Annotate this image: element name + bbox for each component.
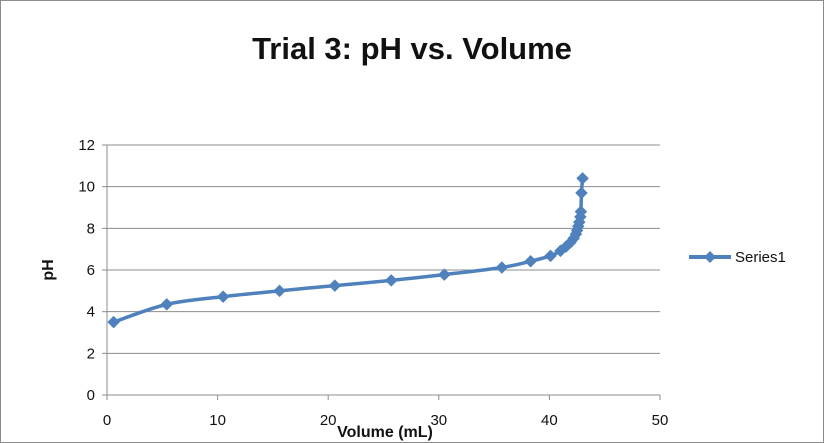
legend-label: Series1 (735, 249, 786, 266)
x-tick-label: 0 (103, 412, 111, 429)
axes (102, 144, 661, 400)
y-tick-label: 6 (87, 262, 95, 279)
series-line-Series1 (111, 176, 585, 324)
y-axis-title: pH (40, 259, 57, 280)
y-tick-label: 10 (78, 179, 95, 196)
data-point-8 (524, 254, 537, 268)
x-axis-title: Volume (mL) (337, 424, 433, 441)
series-layer (107, 171, 589, 329)
x-tick-label: 40 (541, 412, 558, 429)
y-tick-label: 12 (78, 137, 95, 154)
data-point-1 (160, 298, 174, 311)
y-tick-label: 4 (87, 304, 95, 321)
x-tick-label: 20 (320, 412, 337, 429)
grid-lines (107, 144, 660, 354)
data-point-9 (544, 249, 557, 263)
data-point-19 (574, 205, 588, 219)
legend-diamond-marker (704, 251, 716, 263)
x-tick-label: 10 (209, 412, 226, 429)
legend: Series1 (689, 249, 786, 266)
data-point-20 (575, 186, 588, 200)
data-point-0 (107, 315, 120, 329)
data-point-21 (576, 171, 589, 185)
y-tick-label: 0 (87, 387, 95, 404)
chart-title: Trial 3: pH vs. Volume (252, 31, 572, 66)
data-point-6 (437, 268, 451, 281)
x-tick-label: 50 (652, 412, 669, 429)
data-point-7 (495, 261, 509, 274)
data-point-5 (384, 274, 398, 287)
data-point-2 (216, 290, 230, 304)
y-tick-label: 2 (87, 345, 95, 362)
data-point-3 (273, 284, 286, 298)
tick-labels: 0 2 4 6 8 10 12 0 10 20 30 40 50 (78, 137, 668, 429)
data-point-4 (328, 279, 342, 292)
x-tick-label: 30 (430, 412, 447, 429)
y-tick-label: 8 (87, 220, 95, 237)
